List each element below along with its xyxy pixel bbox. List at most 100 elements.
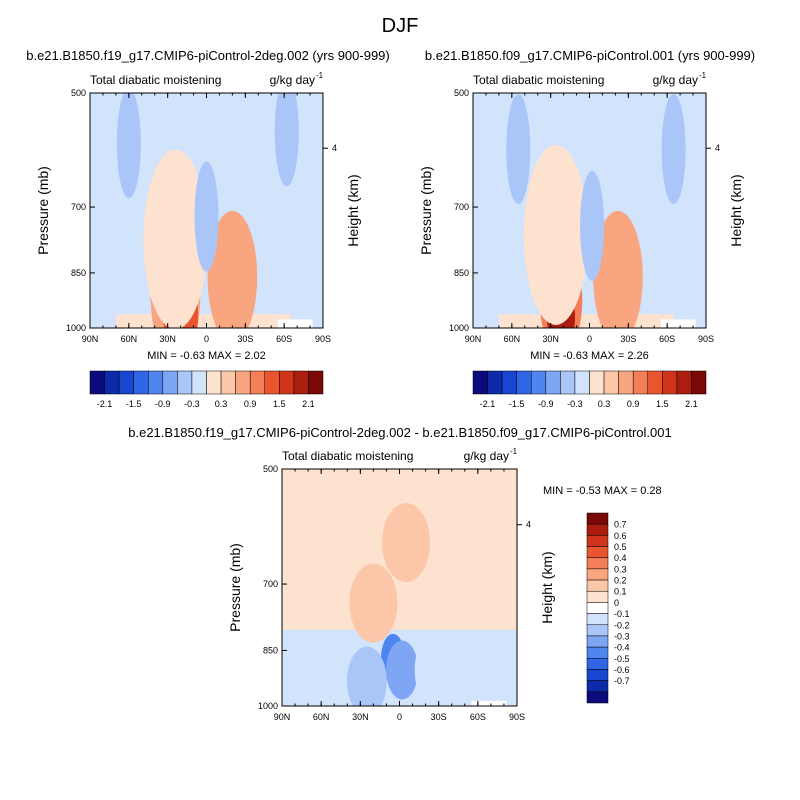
colorbar-tick-label: -0.4 [614, 643, 630, 653]
left-string: Total diabatic moistening [90, 73, 221, 87]
contour-feature [506, 94, 531, 205]
contour-feature [349, 563, 398, 643]
colorbar-swatch [472, 370, 488, 395]
colorbar-tick-label: -1.5 [126, 399, 142, 409]
colorbar-swatch [586, 646, 609, 659]
colorbar-tick-label: 0.6 [614, 531, 627, 541]
colorbar-swatch [586, 523, 609, 536]
y-tick-label: 500 [454, 88, 469, 98]
field [473, 93, 706, 328]
colorbar-tick-label: -0.9 [538, 399, 554, 409]
y2-tick-label: 4 [526, 520, 531, 530]
colorbar-swatch [89, 370, 105, 395]
colorbar-swatch [162, 370, 178, 395]
colorbar-swatch [586, 602, 609, 614]
colorbar-tick-label: -0.1 [614, 609, 630, 619]
colorbar-tick-label: 0.9 [627, 399, 640, 409]
colorbar-swatch [586, 590, 609, 603]
panel-title: b.e21.B1850.f19_g17.CMIP6-piControl-2deg… [26, 48, 390, 63]
colorbar-swatch [586, 691, 609, 704]
contour-feature [580, 170, 605, 281]
y-tick-label: 1000 [449, 323, 469, 333]
colorbar-swatch [647, 370, 663, 395]
x-tick-label: 0 [587, 334, 592, 344]
colorbar-swatch [191, 370, 207, 395]
field [90, 93, 323, 328]
x-tick-label: 90S [315, 334, 331, 344]
colorbar-tick-label: 1.5 [273, 399, 286, 409]
colorbar-tick-label: -1.5 [509, 399, 525, 409]
missing-data [277, 319, 313, 328]
y2-axis-label: Height (km) [539, 551, 555, 623]
x-tick-label: 0 [204, 334, 209, 344]
x-tick-label: 90S [698, 334, 714, 344]
colorbar-swatch [586, 669, 609, 681]
colorbar-swatch [586, 635, 609, 648]
colorbar-tick-label: -0.3 [614, 631, 630, 641]
colorbar-swatch [589, 370, 605, 395]
y-axis-label: Pressure (mb) [227, 543, 243, 632]
colorbar-swatch [148, 370, 164, 395]
missing-data [660, 319, 696, 328]
colorbar-swatch [618, 370, 634, 395]
colorbar-tick-label: 2.1 [302, 399, 315, 409]
colorbar-swatch [235, 370, 251, 395]
y-tick-label: 500 [71, 88, 86, 98]
colorbar-tick-label: -0.3 [567, 399, 583, 409]
right-string-sup: -1 [699, 71, 707, 80]
colorbar-swatch [487, 370, 503, 395]
page-title: DJF [382, 15, 419, 37]
colorbar-tick-label: -0.2 [614, 620, 630, 630]
colorbar-swatch [501, 370, 517, 395]
colorbar-swatch [586, 557, 609, 570]
x-tick-label: 90N [274, 712, 291, 722]
colorbar-swatch [586, 658, 609, 670]
contour-feature [593, 210, 643, 328]
contour-feature [116, 93, 141, 199]
colorbar-tick-label: 0.5 [614, 542, 627, 552]
y-tick-label: 850 [263, 645, 278, 655]
x-tick-label: 90S [509, 712, 525, 722]
right-string: g/kg day [653, 73, 698, 87]
contour-feature [414, 630, 463, 706]
y-tick-label: 850 [71, 268, 86, 278]
colorbar-swatch [279, 370, 295, 395]
x-tick-label: 30S [620, 334, 636, 344]
contour-feature [386, 640, 419, 700]
x-tick-label: 60N [121, 334, 138, 344]
x-tick-label: 60N [504, 334, 521, 344]
contour-feature [382, 503, 431, 583]
colorbar-swatch [586, 680, 609, 693]
y-tick-label: 700 [263, 579, 278, 589]
x-tick-label: 0 [397, 712, 402, 722]
x-tick-label: 60S [659, 334, 675, 344]
contour-feature [661, 94, 686, 205]
colorbar-swatch [531, 370, 547, 395]
y-tick-label: 700 [71, 202, 86, 212]
y2-tick-label: 4 [715, 143, 720, 153]
panel-title: b.e21.B1850.f09_g17.CMIP6-piControl.001 … [425, 48, 755, 63]
colorbar-swatch [691, 370, 707, 395]
y-axis-label: Pressure (mb) [418, 166, 434, 255]
colorbar-tick-label: -0.9 [155, 399, 171, 409]
colorbar-swatch [586, 624, 609, 637]
colorbar-swatch [308, 370, 324, 395]
colorbar-swatch [676, 370, 692, 395]
left-string: Total diabatic moistening [282, 449, 413, 463]
contour-feature [207, 210, 258, 328]
panel-title: b.e21.B1850.f19_g17.CMIP6-piControl-2deg… [128, 425, 671, 440]
x-tick-label: 30N [542, 334, 559, 344]
x-tick-label: 60S [470, 712, 486, 722]
colorbar-swatch [586, 512, 609, 525]
panel-1: b.e21.B1850.f19_g17.CMIP6-piControl-2deg… [26, 48, 390, 409]
colorbar-tick-label: -0.6 [614, 665, 630, 675]
colorbar-swatch [586, 613, 609, 626]
colorbar-tick-label: 0.4 [614, 553, 627, 563]
colorbar-swatch [662, 370, 678, 395]
colorbar-tick-label: -2.1 [480, 399, 496, 409]
y2-axis-label: Height (km) [728, 174, 744, 246]
colorbar-tick-label: 0.3 [598, 399, 611, 409]
colorbar-swatch [220, 370, 236, 395]
colorbar-tick-label: 0.1 [614, 587, 627, 597]
